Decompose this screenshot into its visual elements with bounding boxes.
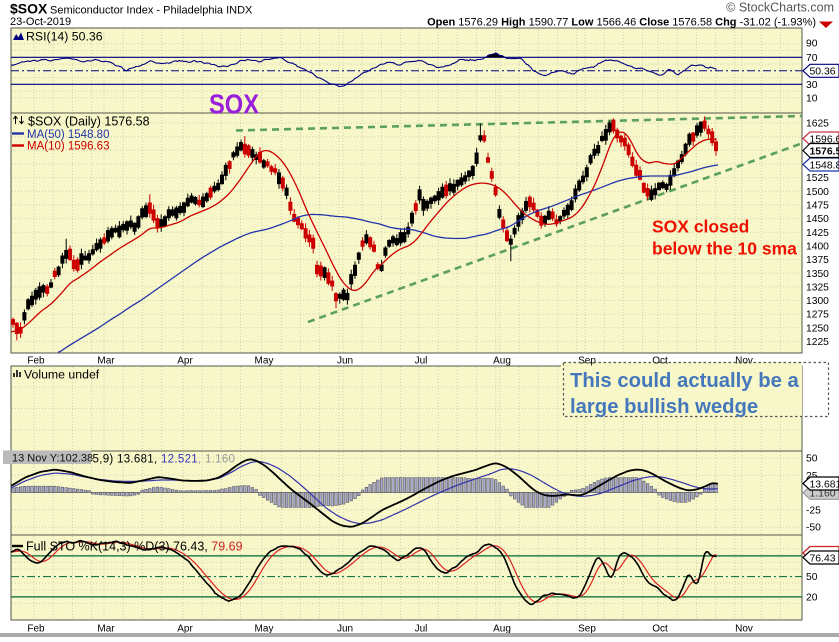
svg-text:Sep: Sep — [578, 356, 596, 367]
svg-text:MA(10) 1596.63: MA(10) 1596.63 — [27, 141, 109, 153]
svg-text:1425: 1425 — [806, 228, 829, 239]
svg-text:Jun: Jun — [337, 356, 353, 367]
svg-text:50: 50 — [806, 572, 818, 583]
svg-text:Jul: Jul — [415, 356, 428, 367]
svg-text:23-Oct-2019: 23-Oct-2019 — [10, 16, 71, 28]
svg-text:Nov: Nov — [735, 356, 753, 367]
svg-text:1300: 1300 — [806, 296, 829, 307]
svg-text:Nov: Nov — [735, 624, 753, 635]
svg-text:SOX: SOX — [209, 89, 259, 120]
svg-text:1275: 1275 — [806, 310, 829, 321]
svg-text:May: May — [255, 624, 274, 635]
svg-text:1500: 1500 — [806, 187, 829, 198]
svg-text:-50: -50 — [806, 523, 821, 534]
svg-text:MA(50) 1548.80: MA(50) 1548.80 — [27, 129, 109, 141]
svg-text:Semiconductor Index - Philadel: Semiconductor Index - Philadelphia INDX — [50, 5, 253, 17]
svg-text:10: 10 — [806, 93, 818, 104]
svg-text:70: 70 — [806, 53, 818, 64]
svg-text:Jun: Jun — [337, 624, 353, 635]
svg-text:Feb: Feb — [27, 356, 45, 367]
svg-text:Oct: Oct — [652, 356, 668, 367]
svg-text:Apr: Apr — [177, 356, 193, 367]
svg-text:Apr: Apr — [177, 624, 193, 635]
svg-text:below the 10 sma: below the 10 sma — [652, 239, 797, 259]
svg-text:SOX closed: SOX closed — [652, 217, 749, 237]
svg-text:© StockCharts.com: © StockCharts.com — [726, 1, 834, 15]
svg-text:$SOX: $SOX — [10, 1, 48, 17]
svg-text:1525: 1525 — [806, 173, 829, 184]
svg-text:1475: 1475 — [806, 201, 829, 212]
svg-text:This could actually be a: This could actually be a — [570, 370, 800, 392]
svg-text:Open 1576.29 High 1590.77 Low: Open 1576.29 High 1590.77 Low 1566.46 Cl… — [427, 17, 816, 29]
svg-text:Jul: Jul — [415, 624, 428, 635]
svg-text:$SOX (Daily) 1576.58: $SOX (Daily) 1576.58 — [28, 115, 150, 129]
svg-text:Mar: Mar — [97, 624, 115, 635]
svg-text:Full STO %K(14,3) %D(3) 76.43,: Full STO %K(14,3) %D(3) 76.43, 79.69 — [26, 539, 243, 553]
svg-text:50: 50 — [806, 454, 818, 465]
svg-text:1450: 1450 — [806, 214, 829, 225]
svg-text:Volume undef: Volume undef — [24, 368, 100, 382]
svg-text:Mar: Mar — [97, 356, 115, 367]
svg-text:1225: 1225 — [806, 337, 829, 348]
svg-text:50.36: 50.36 — [810, 67, 836, 78]
svg-text:-25: -25 — [806, 505, 821, 516]
svg-text:90: 90 — [806, 38, 818, 49]
svg-text:76.43: 76.43 — [810, 553, 836, 564]
svg-text:Sep: Sep — [578, 624, 596, 635]
svg-text:30: 30 — [806, 80, 818, 91]
svg-text:1325: 1325 — [806, 282, 829, 293]
svg-text:1625: 1625 — [806, 119, 829, 130]
svg-text:large bullish wedge: large bullish wedge — [570, 396, 758, 418]
svg-text:1375: 1375 — [806, 255, 829, 266]
svg-text:1350: 1350 — [806, 269, 829, 280]
svg-text:1250: 1250 — [806, 323, 829, 334]
svg-text:May: May — [255, 356, 274, 367]
svg-text:1576.58: 1576.58 — [810, 146, 839, 157]
svg-text:Aug: Aug — [493, 356, 511, 367]
svg-text:Aug: Aug — [493, 624, 511, 635]
svg-text:RSI(14) 50.36: RSI(14) 50.36 — [26, 29, 103, 43]
svg-text:20: 20 — [806, 593, 818, 604]
svg-text:Oct: Oct — [652, 624, 668, 635]
svg-text:5,9) 13.681, 12.521, 1.160: 5,9) 13.681, 12.521, 1.160 — [93, 454, 236, 466]
svg-text:13 Nov Y:102.38: 13 Nov Y:102.38 — [12, 453, 93, 465]
svg-text:1400: 1400 — [806, 242, 829, 253]
svg-text:Feb: Feb — [27, 624, 45, 635]
svg-text:13.681: 13.681 — [810, 479, 839, 490]
svg-text:1548.80: 1548.80 — [810, 160, 839, 171]
